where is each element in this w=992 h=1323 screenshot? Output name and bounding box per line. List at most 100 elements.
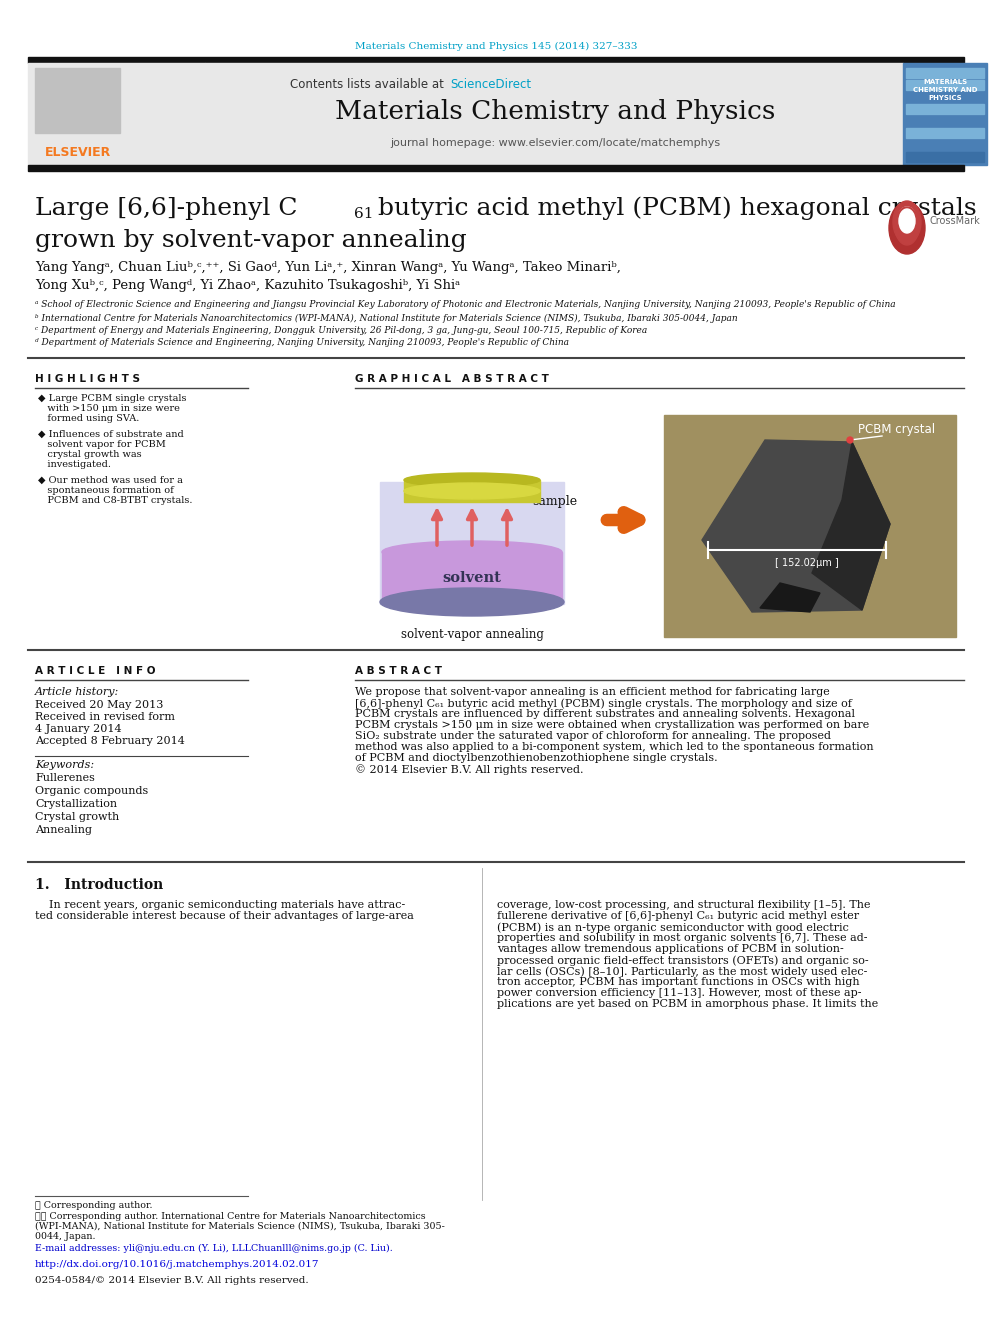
Bar [382, 552, 562, 602]
Bar [903, 64, 987, 165]
Bar [28, 165, 964, 171]
Bar [906, 79, 984, 90]
Text: ᵇ International Centre for Materials Nanoarchitectomics (WPI-MANA), National Ins: ᵇ International Centre for Materials Nan… [35, 314, 738, 323]
Text: grown by solvent-vapor annealing: grown by solvent-vapor annealing [35, 229, 467, 251]
Text: fullerene derivative of [6,6]-phenyl C₆₁ butyric acid methyl ester: fullerene derivative of [6,6]-phenyl C₆₁… [497, 912, 859, 921]
Text: plications are yet based on PCBM in amorphous phase. It limits the: plications are yet based on PCBM in amor… [497, 999, 878, 1009]
Text: Contents lists available at: Contents lists available at [291, 78, 448, 90]
Circle shape [847, 437, 853, 443]
Bar [28, 64, 205, 165]
Text: ⋆⋆ Corresponding author. International Centre for Materials Nanoarchitectomics: ⋆⋆ Corresponding author. International C… [35, 1212, 426, 1221]
Bar [380, 482, 564, 605]
Text: (WPI-MANA), National Institute for Materials Science (NIMS), Tsukuba, Ibaraki 30: (WPI-MANA), National Institute for Mater… [35, 1222, 444, 1230]
Text: PCBM and C8-BTBT crystals.: PCBM and C8-BTBT crystals. [38, 496, 192, 505]
Text: E-mail addresses: yli@nju.edu.cn (Y. Li), LLLChuanlll@nims.go.jp (C. Liu).: E-mail addresses: yli@nju.edu.cn (Y. Li)… [35, 1244, 393, 1253]
Text: PCBM crystal: PCBM crystal [858, 423, 935, 437]
Polygon shape [702, 441, 890, 613]
Text: method was also applied to a bi-component system, which led to the spontaneous f: method was also applied to a bi-componen… [355, 742, 874, 751]
Bar [664, 415, 956, 636]
Ellipse shape [404, 483, 540, 499]
Text: Yong Xuᵇ,ᶜ, Peng Wangᵈ, Yi Zhaoᵃ, Kazuhito Tsukagoshiᵇ, Yi Shiᵃ: Yong Xuᵇ,ᶜ, Peng Wangᵈ, Yi Zhaoᵃ, Kazuhi… [35, 279, 460, 291]
Text: [ 152.02μm ]: [ 152.02μm ] [775, 558, 839, 568]
Text: In recent years, organic semiconducting materials have attrac-: In recent years, organic semiconducting … [35, 900, 406, 910]
Text: ᵃ School of Electronic Science and Engineering and Jiangsu Provincial Key Labora: ᵃ School of Electronic Science and Engin… [35, 300, 896, 310]
Text: http://dx.doi.org/10.1016/j.matchemphys.2014.02.017: http://dx.doi.org/10.1016/j.matchemphys.… [35, 1259, 319, 1269]
Text: lar cells (OSCs) [8–10]. Particularly, as the most widely used elec-: lar cells (OSCs) [8–10]. Particularly, a… [497, 966, 867, 976]
Ellipse shape [889, 202, 925, 254]
Text: Received in revised form: Received in revised form [35, 712, 175, 722]
Text: PCBM crystals >150 μm in size were obtained when crystallization was performed o: PCBM crystals >150 μm in size were obtai… [355, 720, 869, 730]
Text: solvent-vapor annealing: solvent-vapor annealing [401, 628, 544, 642]
Text: power conversion efficiency [11–13]. However, most of these ap-: power conversion efficiency [11–13]. How… [497, 988, 861, 998]
Text: Crystallization: Crystallization [35, 799, 117, 808]
Text: A B S T R A C T: A B S T R A C T [355, 665, 442, 676]
Text: 4 January 2014: 4 January 2014 [35, 724, 122, 734]
Ellipse shape [382, 541, 562, 564]
Polygon shape [812, 442, 890, 610]
Text: spontaneous formation of: spontaneous formation of [38, 486, 174, 495]
Bar [906, 152, 984, 161]
Text: Yang Yangᵃ, Chuan Liuᵇ,ᶜ,⁺⁺, Si Gaoᵈ, Yun Liᵃ,⁺, Xinran Wangᵃ, Yu Wangᵃ, Takeo M: Yang Yangᵃ, Chuan Liuᵇ,ᶜ,⁺⁺, Si Gaoᵈ, Yu… [35, 262, 621, 274]
Text: crystal growth was: crystal growth was [38, 450, 142, 459]
Text: 0044, Japan.: 0044, Japan. [35, 1232, 95, 1241]
Text: A R T I C L E   I N F O: A R T I C L E I N F O [35, 665, 156, 676]
Bar [906, 93, 984, 102]
Ellipse shape [895, 206, 919, 245]
Bar [906, 140, 984, 149]
Text: Fullerenes: Fullerenes [35, 773, 95, 783]
Bar [404, 480, 540, 501]
Text: Crystal growth: Crystal growth [35, 812, 119, 822]
Polygon shape [760, 583, 820, 613]
Text: ◆ Influences of substrate and: ◆ Influences of substrate and [38, 430, 184, 439]
Text: investigated.: investigated. [38, 460, 111, 468]
Text: butyric acid methyl (PCBM) hexagonal crystals: butyric acid methyl (PCBM) hexagonal cry… [370, 196, 977, 220]
Text: ◆ Our method was used for a: ◆ Our method was used for a [38, 476, 183, 486]
Text: solvent vapor for PCBM: solvent vapor for PCBM [38, 441, 166, 448]
Text: ◆ Large PCBM single crystals: ◆ Large PCBM single crystals [38, 394, 186, 404]
Text: CrossMark: CrossMark [930, 216, 981, 226]
Text: (PCBM) is an n-type organic semiconductor with good electric: (PCBM) is an n-type organic semiconducto… [497, 922, 849, 933]
Text: Organic compounds: Organic compounds [35, 786, 148, 796]
Bar [906, 116, 984, 126]
Text: Article history:: Article history: [35, 687, 119, 697]
Text: tron acceptor, PCBM has important functions in OSCs with high: tron acceptor, PCBM has important functi… [497, 976, 860, 987]
Text: © 2014 Elsevier B.V. All rights reserved.: © 2014 Elsevier B.V. All rights reserved… [355, 763, 583, 775]
Text: sample: sample [532, 496, 577, 508]
Text: ELSEVIER: ELSEVIER [45, 146, 111, 159]
Text: SiO₂ substrate under the saturated vapor of chloroform for annealing. The propos: SiO₂ substrate under the saturated vapor… [355, 732, 831, 741]
Text: coverage, low-cost processing, and structural flexibility [1–5]. The: coverage, low-cost processing, and struc… [497, 900, 871, 910]
Text: ScienceDirect: ScienceDirect [450, 78, 531, 90]
Text: solvent: solvent [442, 572, 501, 585]
Text: MATERIALS
CHEMISTRY AND
PHYSICS: MATERIALS CHEMISTRY AND PHYSICS [913, 79, 977, 101]
Text: ᵈ Department of Materials Science and Engineering, Nanjing University, Nanjing 2: ᵈ Department of Materials Science and En… [35, 337, 569, 347]
Text: [6,6]-phenyl C₆₁ butyric acid methyl (PCBM) single crystals. The morphology and : [6,6]-phenyl C₆₁ butyric acid methyl (PC… [355, 699, 852, 709]
Text: H I G H L I G H T S: H I G H L I G H T S [35, 374, 140, 384]
Text: formed using SVA.: formed using SVA. [38, 414, 139, 423]
Text: ⋆ Corresponding author.: ⋆ Corresponding author. [35, 1201, 153, 1211]
Text: We propose that solvent-vapor annealing is an efficient method for fabricating l: We propose that solvent-vapor annealing … [355, 687, 829, 697]
Text: Large [6,6]-phenyl C: Large [6,6]-phenyl C [35, 197, 298, 220]
Bar [205, 64, 903, 165]
Text: 1.   Introduction: 1. Introduction [35, 878, 164, 892]
Ellipse shape [897, 206, 917, 237]
Bar [28, 57, 964, 64]
Text: Received 20 May 2013: Received 20 May 2013 [35, 700, 164, 710]
Text: Annealing: Annealing [35, 826, 92, 835]
Bar [906, 105, 984, 114]
Text: ᶜ Department of Energy and Materials Engineering, Dongguk University, 26 Pil-don: ᶜ Department of Energy and Materials Eng… [35, 325, 647, 335]
Text: G R A P H I C A L   A B S T R A C T: G R A P H I C A L A B S T R A C T [355, 374, 549, 384]
Ellipse shape [404, 474, 540, 487]
Text: PCBM crystals are influenced by different substrates and annealing solvents. Hex: PCBM crystals are influenced by differen… [355, 709, 855, 718]
Text: journal homepage: www.elsevier.com/locate/matchemphys: journal homepage: www.elsevier.com/locat… [390, 138, 720, 148]
Bar [906, 67, 984, 78]
Ellipse shape [893, 201, 921, 243]
Text: Keywords:: Keywords: [35, 759, 94, 770]
Bar [35, 67, 120, 134]
Text: Materials Chemistry and Physics: Materials Chemistry and Physics [335, 99, 775, 124]
Bar [906, 128, 984, 138]
Text: vantages allow tremendous applications of PCBM in solution-: vantages allow tremendous applications o… [497, 945, 844, 954]
Text: properties and solubility in most organic solvents [6,7]. These ad-: properties and solubility in most organi… [497, 933, 867, 943]
Text: 0254-0584/© 2014 Elsevier B.V. All rights reserved.: 0254-0584/© 2014 Elsevier B.V. All right… [35, 1275, 309, 1285]
Text: Materials Chemistry and Physics 145 (2014) 327–333: Materials Chemistry and Physics 145 (201… [355, 41, 637, 50]
Text: of PCBM and dioctylbenzothienobenzothiophene single crystals.: of PCBM and dioctylbenzothienobenzothiop… [355, 753, 717, 763]
